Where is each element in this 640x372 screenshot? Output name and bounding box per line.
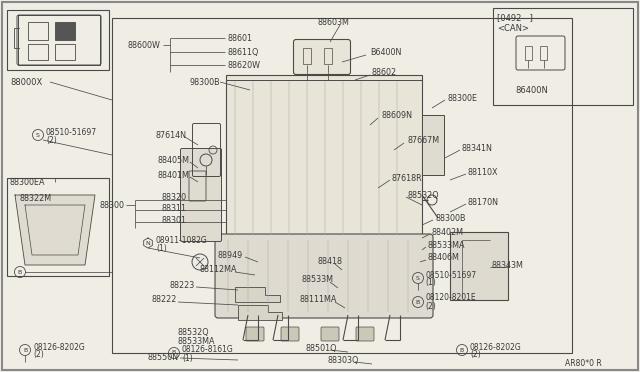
Bar bbox=[525, 46, 532, 60]
Bar bbox=[422, 115, 444, 175]
Text: B6400N: B6400N bbox=[370, 48, 401, 57]
Bar bbox=[7, 10, 109, 70]
Text: 08510-51697: 08510-51697 bbox=[46, 128, 97, 137]
Text: 88603M: 88603M bbox=[318, 17, 350, 26]
FancyBboxPatch shape bbox=[215, 234, 433, 318]
Text: 88533MA: 88533MA bbox=[178, 337, 216, 346]
Bar bbox=[324, 48, 332, 64]
Text: 87618R: 87618R bbox=[392, 173, 422, 183]
Text: 88611Q: 88611Q bbox=[228, 48, 259, 57]
Text: 88343M: 88343M bbox=[492, 260, 524, 269]
Text: 88223: 88223 bbox=[170, 280, 195, 289]
Text: B: B bbox=[23, 347, 27, 353]
Text: 88550N: 88550N bbox=[148, 353, 179, 362]
Text: 88949: 88949 bbox=[218, 250, 243, 260]
Text: 87614N: 87614N bbox=[155, 131, 186, 140]
Text: N: N bbox=[146, 241, 150, 246]
Text: 88320: 88320 bbox=[162, 192, 187, 202]
Text: 08911-1082G: 08911-1082G bbox=[156, 235, 208, 244]
Text: 88402M: 88402M bbox=[432, 228, 464, 237]
Text: 88533M: 88533M bbox=[302, 276, 334, 285]
Bar bbox=[450, 232, 508, 300]
FancyBboxPatch shape bbox=[356, 327, 374, 341]
Text: 08126-8161G: 08126-8161G bbox=[182, 346, 234, 355]
Bar bbox=[226, 75, 422, 235]
Text: [0492-  ]: [0492- ] bbox=[497, 13, 533, 22]
Bar bbox=[28, 44, 48, 60]
Text: (2): (2) bbox=[33, 350, 44, 359]
Text: (2): (2) bbox=[46, 135, 57, 144]
Text: 87667M: 87667M bbox=[408, 135, 440, 144]
Text: 88532Q: 88532Q bbox=[408, 190, 440, 199]
Text: B: B bbox=[18, 269, 22, 275]
Bar bbox=[540, 46, 547, 60]
Text: (2): (2) bbox=[470, 350, 481, 359]
Text: (1): (1) bbox=[156, 244, 167, 253]
Text: S: S bbox=[416, 276, 420, 280]
Text: 88110X: 88110X bbox=[468, 167, 499, 176]
Bar bbox=[112, 18, 572, 353]
FancyBboxPatch shape bbox=[281, 327, 299, 341]
Text: 88301: 88301 bbox=[162, 215, 187, 224]
Text: B: B bbox=[460, 347, 464, 353]
Text: 88300B: 88300B bbox=[435, 214, 465, 222]
Text: 88533MA: 88533MA bbox=[428, 241, 465, 250]
Text: 88300E: 88300E bbox=[448, 93, 478, 103]
Text: 08126-8202G: 08126-8202G bbox=[33, 343, 84, 352]
Text: 88620W: 88620W bbox=[228, 61, 261, 70]
Text: 88418: 88418 bbox=[318, 257, 343, 266]
Polygon shape bbox=[238, 305, 282, 320]
Text: S: S bbox=[36, 132, 40, 138]
Text: B: B bbox=[172, 350, 176, 356]
Text: 88501Q: 88501Q bbox=[305, 343, 337, 353]
Bar bbox=[303, 48, 311, 64]
Text: 08510-51697: 08510-51697 bbox=[425, 270, 476, 279]
Text: (1): (1) bbox=[425, 279, 436, 288]
Polygon shape bbox=[15, 195, 95, 265]
Text: 88609N: 88609N bbox=[382, 110, 413, 119]
Text: 08126-8202G: 08126-8202G bbox=[470, 343, 522, 352]
Text: 88300: 88300 bbox=[100, 201, 125, 209]
Text: 08120-8201E: 08120-8201E bbox=[425, 294, 476, 302]
Polygon shape bbox=[235, 287, 280, 302]
Text: 88405M: 88405M bbox=[158, 155, 190, 164]
Text: 98300B: 98300B bbox=[190, 77, 221, 87]
Text: AR80*0 R: AR80*0 R bbox=[565, 359, 602, 368]
FancyBboxPatch shape bbox=[294, 39, 351, 74]
Text: <CAN>: <CAN> bbox=[497, 23, 529, 32]
Text: 88303Q: 88303Q bbox=[328, 356, 360, 365]
Bar bbox=[493, 8, 633, 105]
Text: 88111MA: 88111MA bbox=[300, 295, 337, 305]
Text: 88532Q: 88532Q bbox=[178, 327, 210, 337]
Bar bbox=[55, 44, 75, 60]
Text: 88000X: 88000X bbox=[10, 77, 42, 87]
Bar bbox=[55, 22, 75, 40]
Text: 88112MA: 88112MA bbox=[200, 266, 237, 275]
Bar bbox=[28, 22, 48, 40]
Text: 88322M: 88322M bbox=[20, 193, 52, 202]
Text: 88300EA: 88300EA bbox=[10, 177, 45, 186]
Text: B: B bbox=[416, 299, 420, 305]
Text: 86400N: 86400N bbox=[515, 86, 548, 94]
Bar bbox=[7, 178, 109, 276]
Text: 88170N: 88170N bbox=[468, 198, 499, 206]
Text: 88600W: 88600W bbox=[127, 41, 160, 49]
FancyBboxPatch shape bbox=[180, 148, 221, 241]
Text: (2): (2) bbox=[425, 301, 436, 311]
FancyBboxPatch shape bbox=[321, 327, 339, 341]
Text: 88222: 88222 bbox=[152, 295, 177, 305]
Text: 88401M: 88401M bbox=[158, 170, 190, 180]
Text: 88406M: 88406M bbox=[428, 253, 460, 263]
Text: (1): (1) bbox=[182, 353, 193, 362]
Text: 88311: 88311 bbox=[162, 203, 187, 212]
Text: 88601: 88601 bbox=[228, 33, 253, 42]
FancyBboxPatch shape bbox=[246, 327, 264, 341]
Text: 88341N: 88341N bbox=[462, 144, 493, 153]
Text: 88602: 88602 bbox=[372, 67, 397, 77]
